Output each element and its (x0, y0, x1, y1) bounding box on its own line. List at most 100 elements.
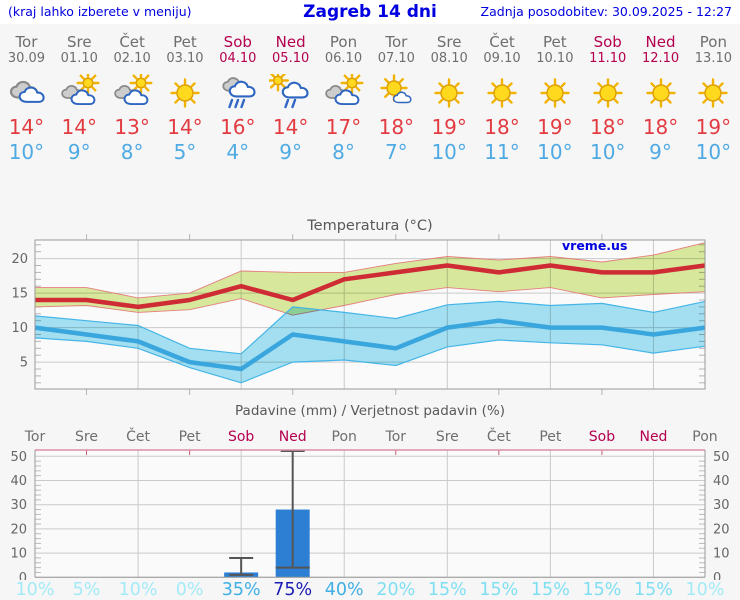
svg-text:5: 5 (20, 356, 28, 371)
temperature-chart-title: Temperatura (°C) (306, 218, 432, 234)
svg-text:10: 10 (10, 547, 27, 562)
precip-day-labels: Tor Sre Čet Pet Sob Ned Pon Tor Sre Čet Pet Sob Ned P… (24, 427, 718, 445)
low-temp-value: 7° (384, 139, 408, 164)
low-temp-value: 9° (67, 139, 91, 164)
low-temp-value: 8° (120, 139, 144, 164)
svg-text:30: 30 (10, 498, 27, 513)
day-column: Čet 02.10 13° 8° (106, 24, 159, 163)
precip-day-label: Pet (179, 429, 202, 445)
last-update-label: Zadnja posodobitev: 30.09.2025 - 12:27 (480, 4, 732, 19)
high-temp-value: 16° (220, 114, 256, 139)
day-name-label: Ned (275, 33, 306, 51)
day-date-label: 05.10 (272, 50, 310, 66)
high-temp-value: 14° (167, 114, 203, 139)
high-temp-value: 17° (325, 114, 362, 139)
low-temp-value: 9° (649, 139, 672, 164)
svg-text:10: 10 (713, 547, 730, 562)
day-date-label: 08.10 (430, 50, 468, 66)
day-name-label: Čet (489, 33, 515, 51)
low-temp-value: 9° (279, 139, 302, 164)
precip-day-label: Sre (75, 429, 98, 445)
temperature-plot-area: 5 10 15 20 (11, 234, 706, 395)
precip-probability-value: 10% (685, 580, 725, 600)
low-temp-value: 8° (332, 139, 355, 164)
day-name-label: Ned (645, 33, 676, 51)
day-column: Pon 06.10 17° 8° (317, 24, 370, 163)
page-title: Zagreb 14 dni (303, 2, 437, 22)
precip-day-label: Ned (279, 429, 307, 445)
high-temp-value: 19° (537, 114, 573, 139)
day-column: Sre 08.10 19° 10° (423, 24, 476, 163)
weather-icon-sun-rain (264, 69, 317, 112)
precip-probability-value: 15% (427, 580, 467, 600)
low-temp-value: 10° (8, 139, 45, 164)
weather-icon-partly-cloudy (317, 71, 370, 112)
precipitation-chart: Tor Sre Čet Pet Sob Ned Pon Tor Sre Čet Pet Sob Ned P… (10, 427, 730, 580)
day-name-label: Sre (66, 33, 92, 51)
day-column: Sob 04.10 16° 4° (211, 24, 264, 163)
day-name-label: Sob (223, 33, 252, 51)
precip-day-label: Čet (487, 427, 511, 445)
day-date-label: 07.10 (377, 50, 415, 66)
day-column: Ned 12.10 18° 9° (634, 24, 687, 163)
precip-day-label: Sob (228, 429, 254, 445)
precip-day-label: Sre (436, 429, 459, 445)
svg-text:40: 40 (10, 474, 27, 489)
day-date-label: 10.10 (536, 50, 574, 66)
day-date-label: 04.10 (219, 50, 257, 66)
svg-text:15: 15 (11, 287, 28, 302)
day-column: Sre 01.10 14° 9° (53, 24, 106, 163)
high-temp-value: 14° (61, 114, 97, 139)
weather-icon-sunny (159, 74, 212, 112)
high-temp-value: 14° (8, 114, 45, 139)
precip-probability-value: 5% (72, 580, 101, 600)
high-temp-value: 13° (114, 114, 150, 139)
day-date-label: 03.10 (166, 50, 204, 66)
precipitation-chart-title: Padavine (mm) / Verjetnost padavin (%) (235, 403, 505, 419)
watermark-link[interactable]: vreme.us (562, 238, 627, 253)
high-temp-value: 14° (272, 114, 309, 139)
day-name-label: Sob (593, 33, 622, 51)
day-column: Pet 03.10 14° 5° (159, 24, 212, 163)
low-temp-value: 10° (589, 139, 626, 164)
precip-probability-value: 75% (273, 580, 313, 600)
header-bar: (kraj lahko izberete v meniju) Zagreb 14… (0, 0, 740, 24)
weather-icon-sunny (687, 74, 740, 112)
low-temp-value: 10° (695, 139, 732, 164)
precip-probability-value: 15% (530, 580, 570, 600)
high-temp-value: 19° (695, 114, 732, 139)
svg-text:20: 20 (11, 252, 28, 267)
precip-probability-value: 20% (376, 580, 416, 600)
day-date-label: 12.10 (641, 50, 680, 66)
svg-text:20: 20 (713, 522, 730, 537)
weather-icon-sunny (581, 74, 634, 112)
day-date-label: 30.09 (7, 50, 46, 66)
precip-probability-value: 15% (479, 580, 519, 600)
svg-text:10: 10 (11, 321, 28, 336)
day-column: Pon 13.10 19° 10° (687, 24, 740, 163)
forecast-strip: Tor 30.09 14° 10° Sre 01.10 14° 9° Čet 02.10 13° 8°… (0, 24, 740, 163)
low-temp-value: 11° (484, 139, 520, 164)
weather-icon-partly-cloudy (106, 71, 159, 112)
location-hint: (kraj lahko izberete v meniju) (8, 4, 192, 19)
low-temp-value: 5° (173, 139, 197, 164)
weather-icon-mostly-sunny (370, 73, 423, 112)
precip-probability-value: 10% (118, 580, 158, 600)
weather-icon-sunny (423, 74, 476, 112)
svg-text:40: 40 (713, 474, 730, 489)
precip-probability-value: 15% (634, 580, 673, 600)
svg-text:30: 30 (713, 498, 730, 513)
day-column: Sob 11.10 18° 10° (581, 24, 634, 163)
weather-icon-rain (211, 74, 264, 112)
weather-icon-sunny (476, 74, 529, 112)
precip-day-label: Pon (332, 429, 357, 445)
day-name-label: Pet (173, 33, 197, 51)
day-name-label: Pet (543, 33, 567, 51)
svg-text:20: 20 (10, 522, 27, 537)
day-name-label: Pon (329, 33, 358, 51)
high-temp-value: 18° (484, 114, 520, 139)
day-name-label: Tor (15, 33, 38, 51)
day-date-label: 13.10 (694, 50, 732, 66)
precip-probability-value: 10% (15, 580, 55, 600)
